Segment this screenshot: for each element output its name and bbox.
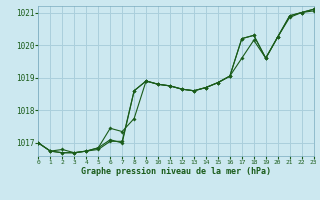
X-axis label: Graphe pression niveau de la mer (hPa): Graphe pression niveau de la mer (hPa) [81, 167, 271, 176]
